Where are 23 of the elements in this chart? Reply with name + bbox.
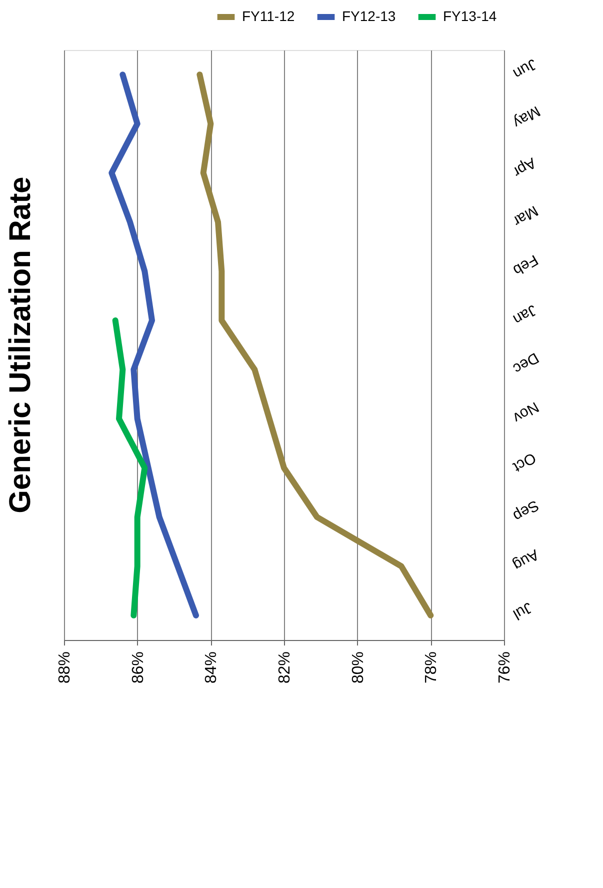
- x-tick-label: 86%: [130, 652, 147, 684]
- y-tick-label: Feb: [510, 251, 541, 279]
- text: Generic Utilization Rate: [4, 176, 37, 514]
- x-tick-label: 76%: [496, 652, 514, 684]
- y-tick-label: Aug: [510, 546, 542, 574]
- x-tick-label: 88%: [56, 652, 74, 684]
- y-tick-label: Mar: [510, 202, 541, 230]
- y-tick-label: Oct: [509, 448, 539, 476]
- y-tick-label: Apr: [510, 154, 539, 180]
- x-tick-label: 82%: [276, 652, 294, 684]
- y-tick-label: Nov: [510, 398, 542, 426]
- x-tick-label: 84%: [203, 652, 220, 684]
- y-tick-label: Jan: [510, 301, 540, 328]
- x-tick-label: 78%: [423, 652, 440, 684]
- y-tick-label: May: [510, 102, 544, 132]
- legend-label: FY12-13: [342, 8, 396, 24]
- y-tick-label: Jul: [510, 598, 536, 623]
- y-tick-label: Dec: [510, 348, 542, 378]
- legend-label: FY13-14: [443, 8, 497, 24]
- legend-label: FY11-12: [242, 8, 295, 24]
- y-tick-label: Sep: [510, 496, 542, 525]
- y-tick-label: Jun: [510, 55, 540, 82]
- x-tick-label: 80%: [350, 652, 367, 684]
